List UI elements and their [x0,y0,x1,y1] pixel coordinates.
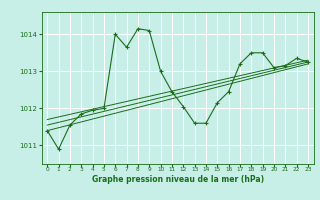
X-axis label: Graphe pression niveau de la mer (hPa): Graphe pression niveau de la mer (hPa) [92,175,264,184]
